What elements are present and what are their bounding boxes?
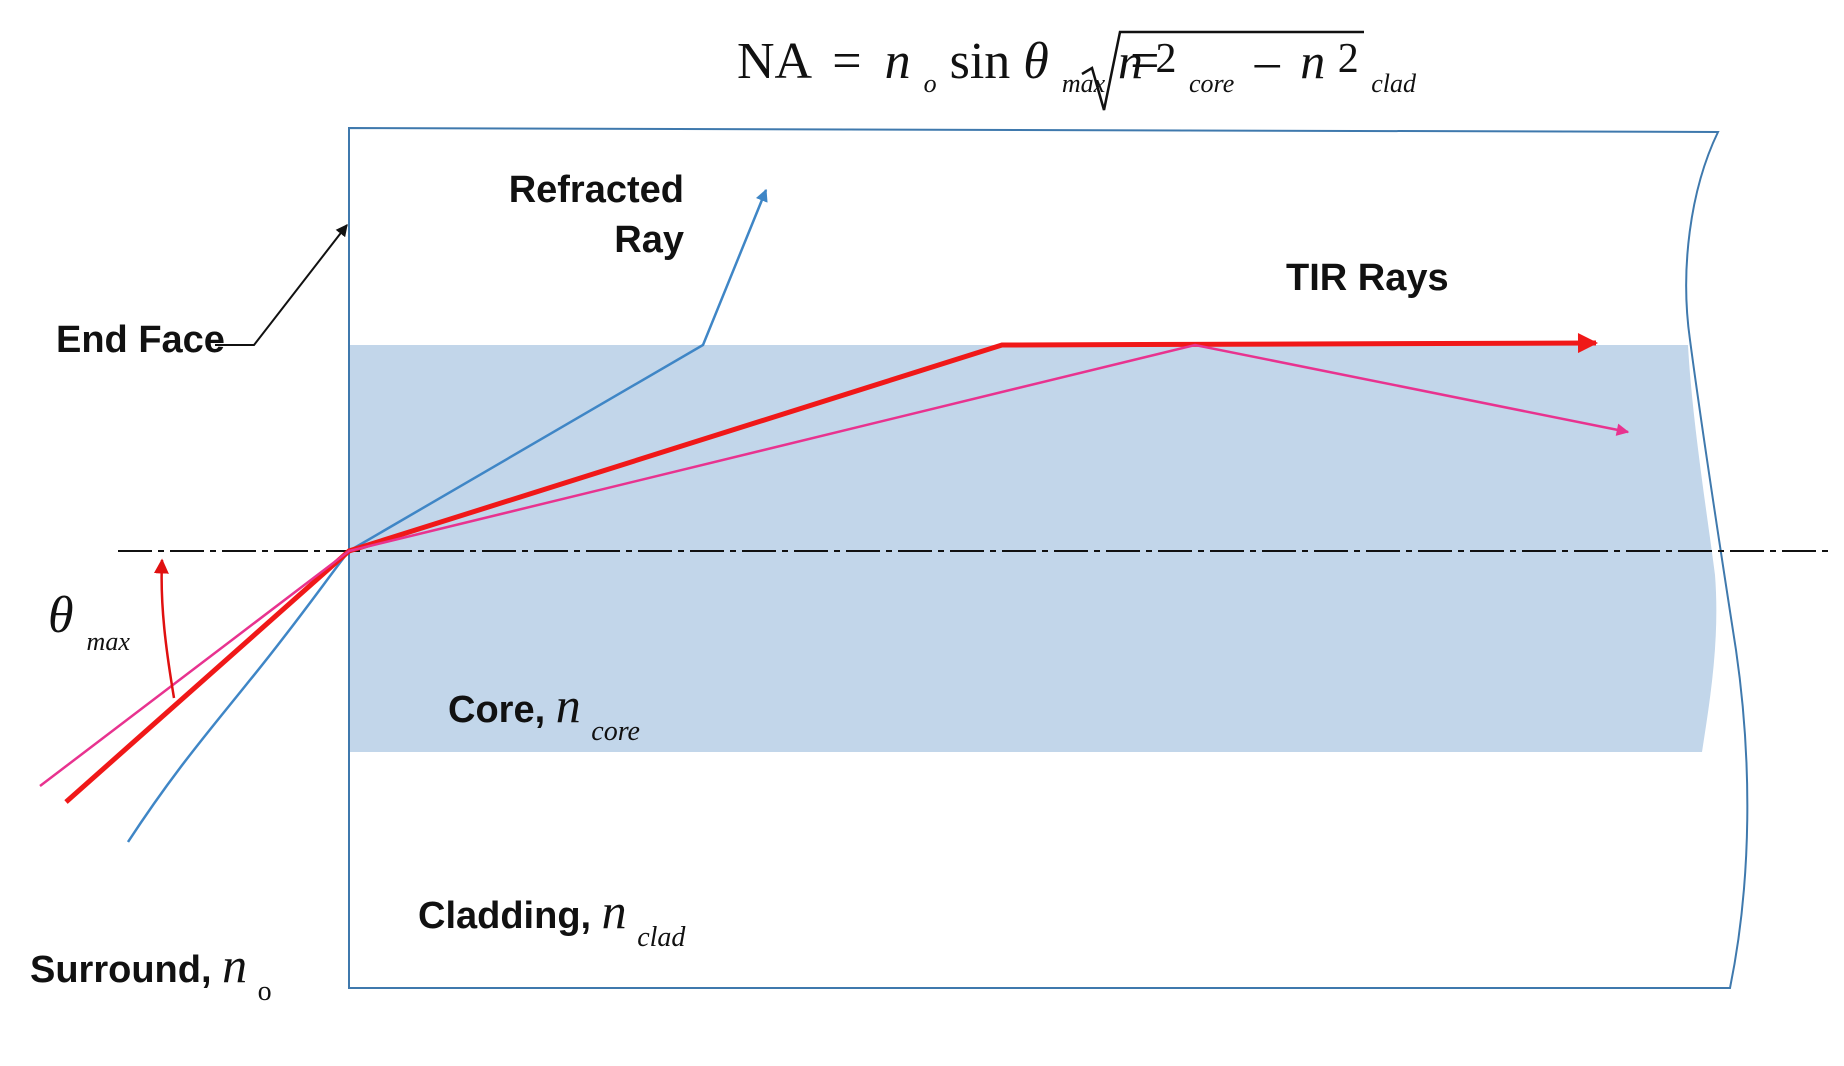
eq-n: n bbox=[885, 33, 911, 90]
core-label: Core, n core bbox=[448, 677, 640, 747]
end-face-label: End Face bbox=[56, 319, 225, 361]
surround-text: Surround, bbox=[30, 949, 222, 991]
sqrt-sign bbox=[1081, 30, 1364, 111]
theta-max-arc bbox=[153, 558, 176, 699]
svg-text:NA = n o: NA = n o sin θ max = bbox=[737, 33, 1159, 104]
core-sub: core bbox=[591, 716, 640, 747]
eq-clad-sub: clad bbox=[1371, 69, 1417, 98]
core-region bbox=[349, 345, 1717, 752]
theta-sub: max bbox=[87, 627, 131, 656]
eq-equals-1: = bbox=[832, 33, 861, 90]
eq-na: NA bbox=[737, 33, 813, 90]
eq-sin: sin bbox=[950, 33, 1011, 90]
surround-n: n bbox=[222, 937, 247, 993]
eq-clad-squared: 2 bbox=[1338, 36, 1359, 82]
eq-n-core: n bbox=[1118, 33, 1143, 89]
fiber-outline bbox=[348, 126, 1749, 989]
na-equation: NA = n o sin θ max = n 2 core – n 2 clad bbox=[737, 27, 1417, 111]
eq-n-clad: n bbox=[1300, 33, 1325, 89]
eq-theta: θ bbox=[1023, 33, 1049, 90]
core-n: n bbox=[556, 677, 581, 733]
cladding-label: Cladding, n clad bbox=[418, 883, 686, 953]
surround-label: Surround, n o bbox=[30, 937, 272, 1007]
tir-ray-red bbox=[64, 333, 1598, 804]
theta-symbol: θ bbox=[48, 587, 74, 644]
cladding-text: Cladding, bbox=[418, 895, 602, 937]
clad-sub: clad bbox=[637, 922, 686, 953]
eq-n-sub: o bbox=[924, 69, 937, 98]
svg-text:n 2 core –: n 2 core – n 2 clad bbox=[1118, 27, 1417, 103]
surround-sub: o bbox=[258, 976, 272, 1007]
core-text: Core, bbox=[448, 689, 556, 731]
tir-rays-label: TIR Rays bbox=[1286, 257, 1449, 299]
refracted-ray-label-line2: Ray bbox=[614, 219, 684, 261]
refracted-ray-label-line1: Refracted bbox=[509, 169, 684, 211]
eq-core-sub: core bbox=[1189, 69, 1234, 98]
end-face-leader bbox=[215, 224, 348, 346]
tir-ray-pink bbox=[39, 343, 1630, 787]
theta-max-label: θ max bbox=[48, 587, 130, 656]
eq-equals-2: = bbox=[1130, 33, 1159, 90]
eq-minus: – bbox=[1254, 33, 1281, 89]
clad-n: n bbox=[602, 883, 627, 939]
refracted-ray bbox=[126, 188, 768, 843]
eq-core-squared: 2 bbox=[1156, 36, 1177, 82]
